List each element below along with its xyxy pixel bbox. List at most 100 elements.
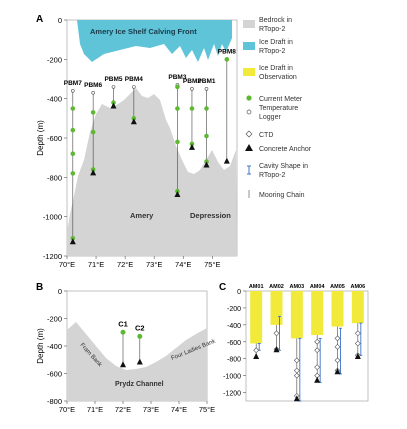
ytick-label: -400: [227, 323, 241, 330]
legend-label-line: Mooring Chain: [259, 192, 305, 199]
mooring-label: PBM7: [64, 80, 82, 87]
xtick-label: 71°E: [87, 405, 103, 414]
temperature-logger: [111, 85, 116, 89]
concrete-anchor: [136, 358, 143, 365]
ytick-label: -400: [47, 95, 62, 104]
ytick-label: -400: [47, 342, 62, 351]
legend-label-line: RTopo-2: [259, 172, 285, 179]
concrete-anchor: [354, 353, 361, 359]
xtick-label: 74°E: [171, 405, 187, 414]
current-meter: [70, 151, 76, 157]
ctd-marker: [253, 347, 260, 354]
ctd-icon: [245, 130, 253, 138]
mooring-am03: AM03: [289, 284, 304, 402]
ctd-marker: [334, 343, 341, 350]
current-meter: [204, 133, 209, 139]
current-meter: [175, 106, 180, 111]
panel-a-yaxis: 0 -200 -400 -600 -800 -1000 -1200: [43, 16, 67, 261]
panel-c-frame: [245, 290, 369, 402]
region-label-amery: Amery: [130, 211, 154, 220]
concrete-anchor: [130, 118, 137, 125]
concrete-anchor: [174, 191, 181, 198]
temperature-logger: [71, 89, 75, 93]
current-meter: [70, 127, 76, 133]
legend-swatch-bedrock: [243, 20, 255, 28]
mooring-c1: C1: [118, 319, 128, 368]
temperature-logger-icon: [246, 109, 252, 115]
ctd-marker: [354, 340, 361, 347]
anchor-icon: [245, 144, 253, 151]
current-meter: [90, 129, 96, 135]
xtick-label: 75°E: [199, 405, 215, 414]
mooring-pbm8: PBM8: [218, 48, 236, 164]
ytick-label: -800: [227, 357, 241, 364]
legend-swatch-ice-rtopo: [243, 42, 255, 50]
legend-label-line: RTopo-2: [259, 26, 285, 33]
mooring-label: AM04: [310, 284, 326, 290]
xtick-label: 73°E: [143, 405, 159, 414]
mooring-label: PBM2: [183, 78, 201, 85]
panel-c-letter: C: [219, 282, 226, 293]
legend-label-line: Current Meter: [259, 96, 303, 103]
mooring-pbm2: PBM2: [183, 78, 201, 150]
legend-label-line: Bedrock in: [259, 17, 292, 24]
mooring-am06: AM06: [350, 284, 365, 359]
region-label-depression: Depression: [190, 211, 231, 220]
panel-b-ylabel: Depth (m): [36, 328, 45, 364]
xtick-label: 72°E: [115, 405, 131, 414]
concrete-anchor: [110, 102, 117, 109]
mooring-label: PBM8: [218, 48, 236, 55]
current-meter: [175, 139, 180, 145]
panel-b-letter: B: [36, 282, 43, 293]
current-meter: [120, 329, 126, 335]
current-meter: [137, 333, 143, 339]
xtick-label: 74°E: [175, 260, 191, 269]
mooring-label: PBM3: [168, 74, 186, 81]
current-meter: [204, 106, 209, 111]
legend-label: Ice Draft in Observation: [259, 65, 297, 81]
legend-label-line: RTopo-2: [259, 48, 285, 55]
ice-draft-bar: [290, 291, 303, 339]
mooring-pbm5: PBM5: [104, 76, 123, 109]
panel-c-yaxis: 0 -200 -400 -600 -800 -1000 -1200: [223, 289, 246, 398]
legend-label: Bedrock in RTopo-2: [259, 17, 292, 33]
concrete-anchor: [203, 161, 210, 168]
concrete-anchor: [90, 169, 97, 176]
temperature-logger: [91, 90, 95, 95]
panel-a-xaxis: 70°E 71°E 72°E 73°E 74°E 75°E: [59, 256, 220, 269]
concrete-anchor: [69, 238, 76, 245]
ytick-label: -1200: [223, 391, 241, 398]
xtick-label: 70°E: [59, 405, 75, 414]
panel-c: C 0-200-400-600-800-1000-1200 AM01 AM02 AM…: [219, 282, 369, 402]
legend-item: Mooring Chain: [248, 190, 305, 199]
legend-label: Concrete Anchor: [259, 146, 312, 153]
xtick-label: 73°E: [146, 260, 162, 269]
panel-b-moorings: C1 C2: [118, 319, 145, 368]
panel-a: A Amery Ice Shelf Calving Front Amery De…: [36, 14, 238, 269]
ctd-marker: [314, 347, 321, 354]
ice-draft-bar: [351, 291, 364, 324]
legend-label: CTD: [259, 132, 273, 139]
mooring-label: AM03: [289, 284, 304, 290]
panel-b-yaxis: 0 -200 -400 -600 -800: [47, 287, 67, 406]
ytick-label: -1000: [223, 374, 241, 381]
legend-item: Concrete Anchor: [245, 144, 312, 153]
legend-label: Mooring Chain: [259, 192, 305, 199]
legend-label-line: Logger: [259, 114, 281, 121]
seafloor-profile: [67, 322, 207, 401]
mooring-am04: AM04: [310, 284, 326, 383]
concrete-anchor: [253, 353, 260, 359]
ytick-label: 0: [237, 289, 241, 296]
legend-item: Bedrock in RTopo-2: [243, 17, 292, 33]
ice-draft-bar: [311, 291, 324, 335]
ytick-label: -600: [47, 134, 62, 143]
ytick-label: -200: [47, 315, 62, 324]
current-meter: [224, 57, 230, 62]
legend-label: Current Meter: [259, 96, 303, 103]
mooring-label: PBM5: [104, 76, 122, 83]
ctd-marker: [293, 357, 300, 364]
current-meter: [90, 110, 96, 115]
mooring-label: AM02: [269, 284, 284, 290]
